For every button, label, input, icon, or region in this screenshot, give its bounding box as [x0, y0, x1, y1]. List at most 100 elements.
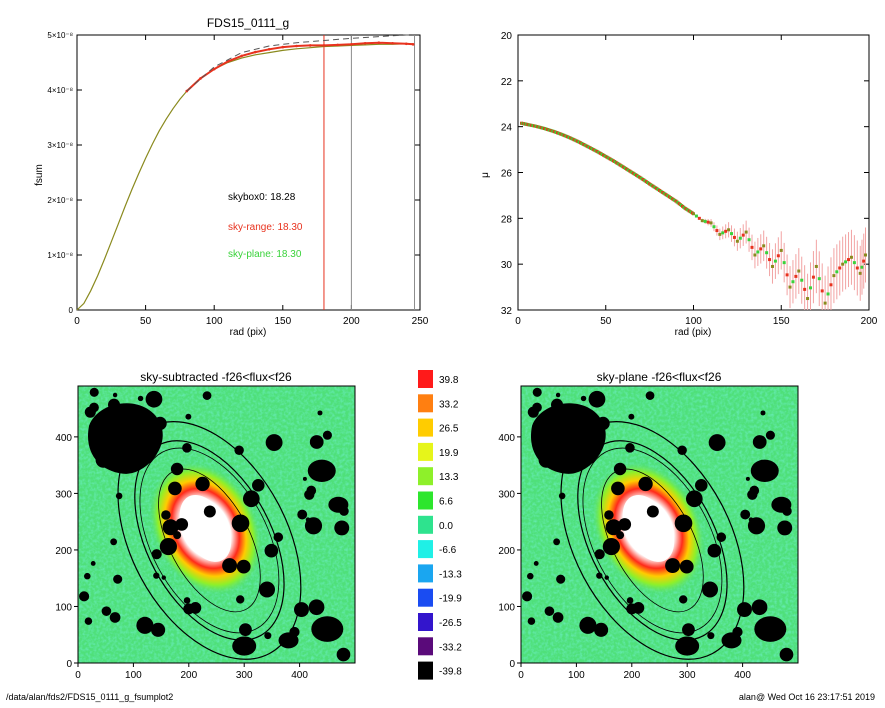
profile-point — [694, 214, 698, 218]
masked-source — [645, 391, 655, 400]
profile-point — [814, 264, 818, 268]
masked-source — [264, 543, 279, 558]
masked-source — [760, 410, 766, 416]
masked-source — [745, 476, 750, 481]
masked-source — [596, 572, 603, 579]
masked-source — [558, 492, 566, 500]
masked-source — [273, 532, 284, 542]
profile-point — [738, 236, 742, 240]
profile-point — [852, 261, 856, 265]
profile-point — [727, 228, 731, 232]
masked-source — [107, 398, 121, 411]
series-point — [212, 67, 216, 71]
masked-source — [748, 517, 754, 522]
profile-point — [829, 283, 833, 287]
masked-source — [304, 517, 323, 535]
masked-source — [322, 430, 332, 440]
masked-source — [222, 558, 238, 574]
masked-source — [183, 597, 191, 604]
masked-source — [264, 632, 272, 640]
masked-source — [234, 445, 244, 455]
colorbar-swatch — [418, 418, 433, 437]
x-axis-label: rad (pix) — [230, 327, 267, 338]
x-tick-label: 200 — [861, 316, 878, 327]
series-point — [281, 45, 285, 49]
masked-source — [328, 496, 349, 513]
masked-source — [522, 591, 533, 602]
masked-source — [90, 561, 96, 566]
masked-source — [265, 434, 283, 451]
profile-point — [735, 239, 739, 243]
masked-source — [334, 520, 350, 536]
image-frame — [520, 385, 799, 664]
masked-source — [88, 434, 93, 439]
masked-source — [679, 595, 688, 604]
profile-point — [730, 232, 734, 236]
masked-source — [232, 636, 257, 656]
profile-point — [703, 219, 707, 223]
masked-source — [707, 543, 722, 558]
masked-source — [580, 395, 587, 402]
masked-source — [616, 531, 625, 540]
colorbar-label: 6.6 — [439, 497, 453, 508]
profile-point — [803, 287, 807, 291]
series-line-olive — [76, 43, 414, 311]
masked-source — [532, 387, 542, 397]
series-point — [404, 42, 408, 46]
masked-source — [604, 510, 614, 520]
masked-source — [556, 574, 566, 584]
masked-source — [231, 514, 250, 533]
y-tick-label: 4×10⁻⁸ — [47, 86, 73, 95]
image-frame — [77, 385, 356, 664]
colorbar-label: 33.2 — [439, 399, 459, 410]
x-tick-label: 100 — [685, 316, 702, 327]
image-title: sky-subtracted -f26<flux<f26 — [140, 370, 292, 384]
series-point — [295, 44, 298, 48]
masked-source — [708, 434, 726, 451]
masked-source — [297, 509, 308, 520]
y-tick-label: 100 — [498, 602, 515, 613]
colorbar-label: 13.3 — [439, 472, 459, 483]
colorbar-swatch — [418, 588, 433, 607]
y-tick-label: 24 — [501, 123, 513, 134]
masked-source — [84, 572, 91, 580]
masked-source — [594, 549, 605, 560]
masked-source — [145, 390, 163, 408]
x-tick-label: 300 — [236, 670, 253, 681]
x-tick-label: 400 — [734, 670, 751, 681]
masked-source — [544, 606, 555, 616]
masked-source — [236, 595, 245, 604]
profile-point — [800, 278, 804, 282]
y-tick-label: 32 — [501, 306, 513, 317]
masked-source — [527, 617, 536, 625]
masked-source — [527, 406, 539, 418]
masked-source — [721, 632, 742, 649]
y-tick-label: 100 — [55, 602, 72, 613]
profile-point — [724, 229, 728, 233]
colorbar-label: -33.2 — [439, 642, 462, 653]
masked-source — [596, 416, 610, 431]
plot-frame — [76, 34, 421, 311]
y-tick-label: 30 — [501, 260, 513, 271]
profile-point — [835, 270, 839, 274]
y-tick-label: 1×10⁻⁸ — [47, 251, 73, 260]
masked-source — [550, 398, 564, 411]
footer-timestamp: alan@ Wed Oct 16 23:17:51 2019 — [738, 692, 875, 702]
profile-point — [750, 245, 754, 249]
colorbar-swatch — [418, 637, 433, 656]
masked-source — [161, 575, 166, 580]
profile-point — [858, 271, 862, 275]
profile-point — [692, 212, 695, 216]
masked-source — [665, 558, 681, 574]
x-tick-label: 200 — [180, 670, 197, 681]
profile-point — [706, 220, 710, 224]
y-tick-label: 2×10⁻⁸ — [47, 196, 73, 205]
y-tick-label: 5×10⁻⁸ — [47, 31, 73, 40]
masked-source — [752, 435, 767, 449]
profile-point — [744, 230, 748, 234]
colorbar-swatch — [418, 515, 433, 534]
x-tick-label: 150 — [274, 316, 291, 327]
masked-source — [159, 537, 177, 556]
masked-source — [594, 622, 609, 637]
annotation-skybox0: skybox0: 18.28 — [228, 192, 296, 203]
